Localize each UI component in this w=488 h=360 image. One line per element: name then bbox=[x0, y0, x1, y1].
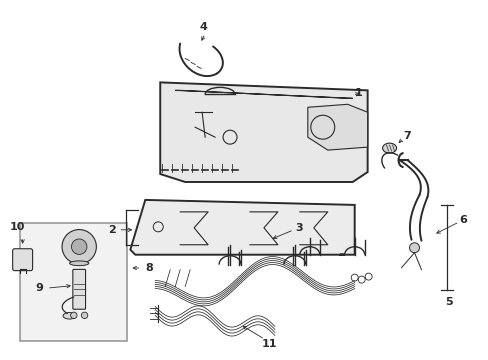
Circle shape bbox=[81, 312, 88, 319]
Polygon shape bbox=[130, 200, 354, 255]
Polygon shape bbox=[307, 104, 367, 150]
Circle shape bbox=[71, 239, 87, 255]
Text: 9: 9 bbox=[36, 283, 43, 293]
Ellipse shape bbox=[69, 261, 89, 266]
Text: 4: 4 bbox=[199, 22, 206, 32]
Circle shape bbox=[408, 243, 419, 253]
Polygon shape bbox=[160, 82, 367, 182]
Circle shape bbox=[62, 230, 96, 264]
Text: 11: 11 bbox=[262, 339, 277, 349]
Bar bbox=[20, 223, 127, 341]
FancyBboxPatch shape bbox=[13, 249, 33, 271]
Polygon shape bbox=[175, 90, 352, 98]
Ellipse shape bbox=[382, 143, 396, 153]
Text: 7: 7 bbox=[403, 131, 410, 141]
Text: 1: 1 bbox=[354, 88, 362, 98]
Text: 8: 8 bbox=[145, 263, 153, 273]
FancyBboxPatch shape bbox=[73, 269, 85, 309]
Circle shape bbox=[70, 312, 77, 319]
Text: 5: 5 bbox=[445, 297, 452, 306]
Ellipse shape bbox=[63, 312, 76, 319]
Text: 3: 3 bbox=[294, 223, 302, 233]
Text: 6: 6 bbox=[458, 215, 467, 225]
Text: 10: 10 bbox=[10, 222, 25, 232]
Text: 2: 2 bbox=[108, 225, 116, 235]
